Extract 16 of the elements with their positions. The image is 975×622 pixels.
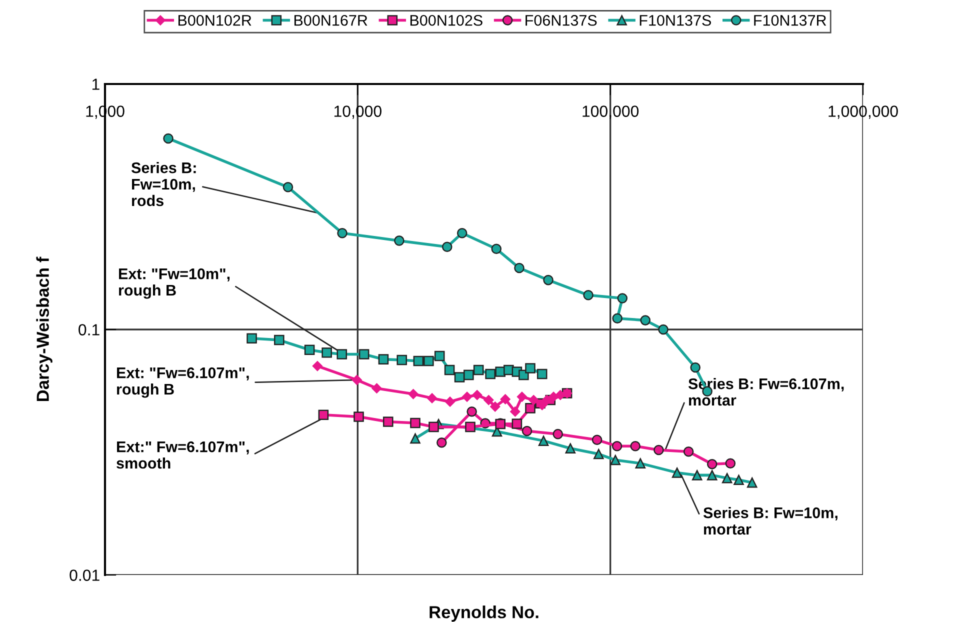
annotation: Ext: "Fw=10m", rough B <box>119 268 230 299</box>
annotation: Ext: "Fw=6.107m", rough B <box>117 367 249 398</box>
y-tick-label: 0.1 <box>78 324 100 336</box>
legend-label: F10N137S <box>640 14 711 26</box>
legend-label: B00N167R <box>294 14 368 26</box>
annotation: Series B: Fw=10m, mortar <box>703 507 838 535</box>
legend-label: B00N102S <box>410 14 482 26</box>
annotation: Series B: Fw=10m, rods <box>131 162 196 206</box>
y-tick-label: 1 <box>92 78 100 90</box>
legend-label: F10N137R <box>754 14 826 26</box>
y-axis-title: Darcy-Weisbach f <box>36 256 52 402</box>
legend-label: F06N137S <box>526 14 597 26</box>
annotation: Ext:" Fw=6.107m", smooth <box>116 441 249 469</box>
legend-label: B00N102R <box>178 14 252 26</box>
x-axis-title: Reynolds No. <box>430 606 538 622</box>
y-tick-label: 0.01 <box>70 570 100 581</box>
